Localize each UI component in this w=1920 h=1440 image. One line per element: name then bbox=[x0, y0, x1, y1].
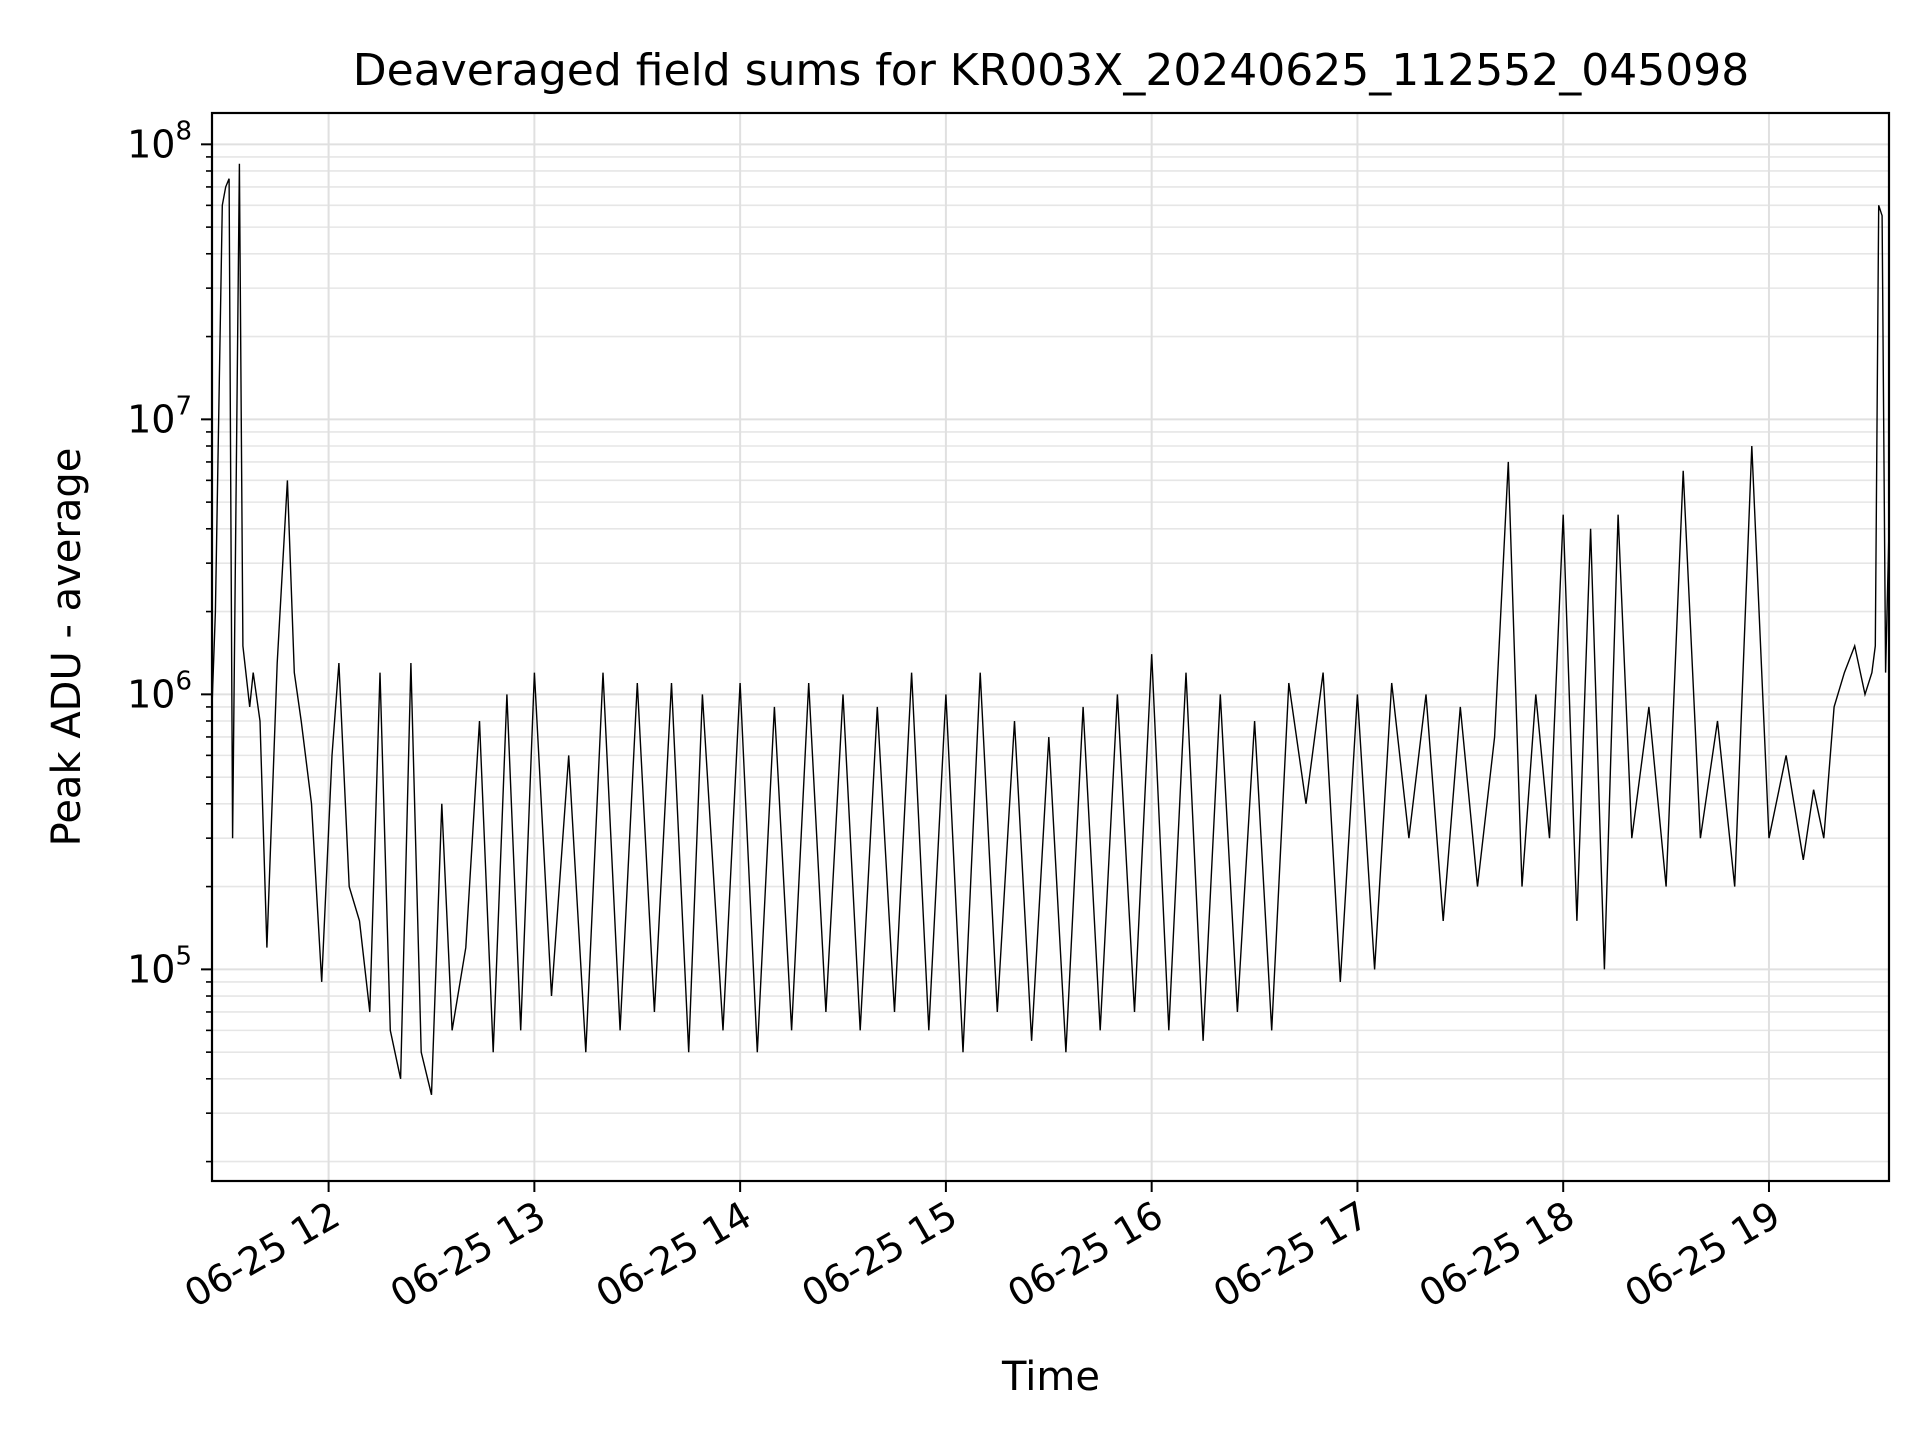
plot-frame bbox=[210, 111, 1891, 1183]
x-axis-label: Time bbox=[1001, 1354, 1100, 1400]
y-axis-label: Peak ADU - average bbox=[44, 448, 90, 847]
y-tick-label: 108 bbox=[127, 116, 192, 166]
y-tick-label: 106 bbox=[127, 666, 192, 716]
data-series-line bbox=[211, 163, 1890, 1095]
y-tick-label: 105 bbox=[127, 941, 192, 991]
y-axis: 105 106 107 108 bbox=[127, 116, 212, 1163]
series-group bbox=[211, 163, 1890, 1095]
y-tick-label: 107 bbox=[127, 391, 192, 441]
chart-title: Deaveraged field sums for KR003X_2024062… bbox=[353, 45, 1749, 96]
